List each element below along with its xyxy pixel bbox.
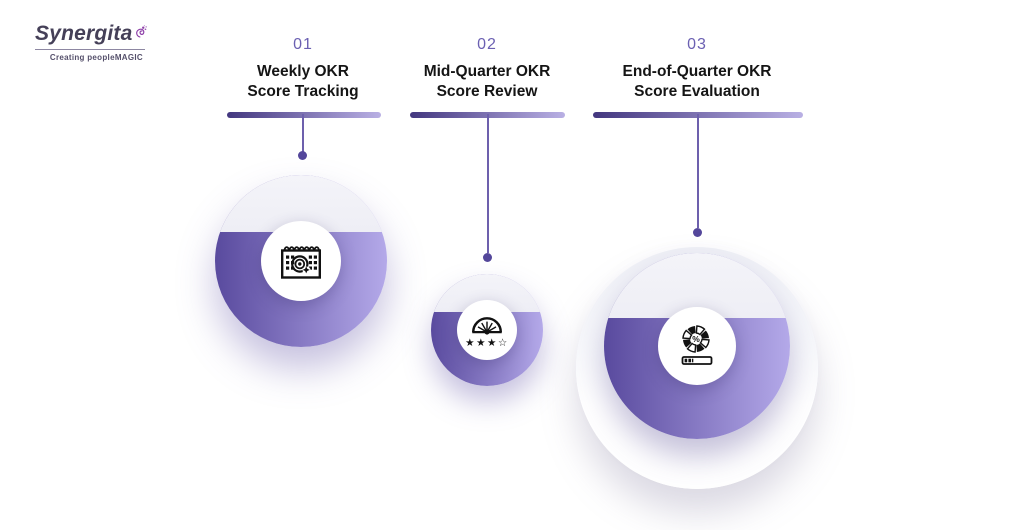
logo-divider [35, 49, 145, 50]
stage-title-line2: Score Evaluation [634, 83, 760, 100]
progress-donut: ★★★☆ [431, 274, 543, 386]
stage-number: 03 [687, 36, 707, 53]
connector-line [697, 114, 699, 228]
stage-number: 02 [477, 36, 497, 53]
stage-title: End-of-Quarter OKR Score Evaluation [567, 62, 827, 102]
connector-line [302, 114, 304, 152]
stage-title-line2: Score Review [436, 83, 538, 100]
percent-symbol: % [692, 334, 700, 344]
stage-gradient-bar [227, 112, 381, 118]
connector-dot [298, 151, 307, 160]
stage-title-line1: End-of-Quarter OKR [622, 63, 772, 80]
pie-percent-progress-icon: % [681, 325, 713, 365]
progress-donut [215, 175, 387, 347]
stage-title-line1: Mid-Quarter OKR [423, 63, 551, 80]
connector-dot [693, 228, 702, 237]
brand-name: Synergita [35, 22, 133, 45]
stage-title: Weekly OKR Score Tracking [173, 62, 433, 102]
connector-dot [483, 253, 492, 262]
donut-center: % [658, 307, 736, 385]
brand-tagline: Creating peopleMAGIC [49, 53, 143, 62]
rating-stars: ★★★☆ [465, 337, 509, 349]
stage-number: 01 [293, 36, 313, 53]
donut-center: ★★★☆ [457, 300, 517, 360]
stage-title: Mid-Quarter OKR Score Review [357, 62, 617, 102]
progress-donut: % [604, 253, 790, 439]
gauge-rating-icon [471, 317, 503, 335]
stage-title-line2: Score Tracking [247, 83, 359, 100]
stage-title-line1: Weekly OKR [257, 63, 349, 80]
connector-line [487, 114, 489, 253]
brand-logo: Synergita Creating peopleMAGIC [35, 18, 147, 62]
swirl-splash-icon [135, 25, 147, 38]
calendar-target-icon [280, 246, 321, 279]
donut-center [261, 221, 341, 301]
